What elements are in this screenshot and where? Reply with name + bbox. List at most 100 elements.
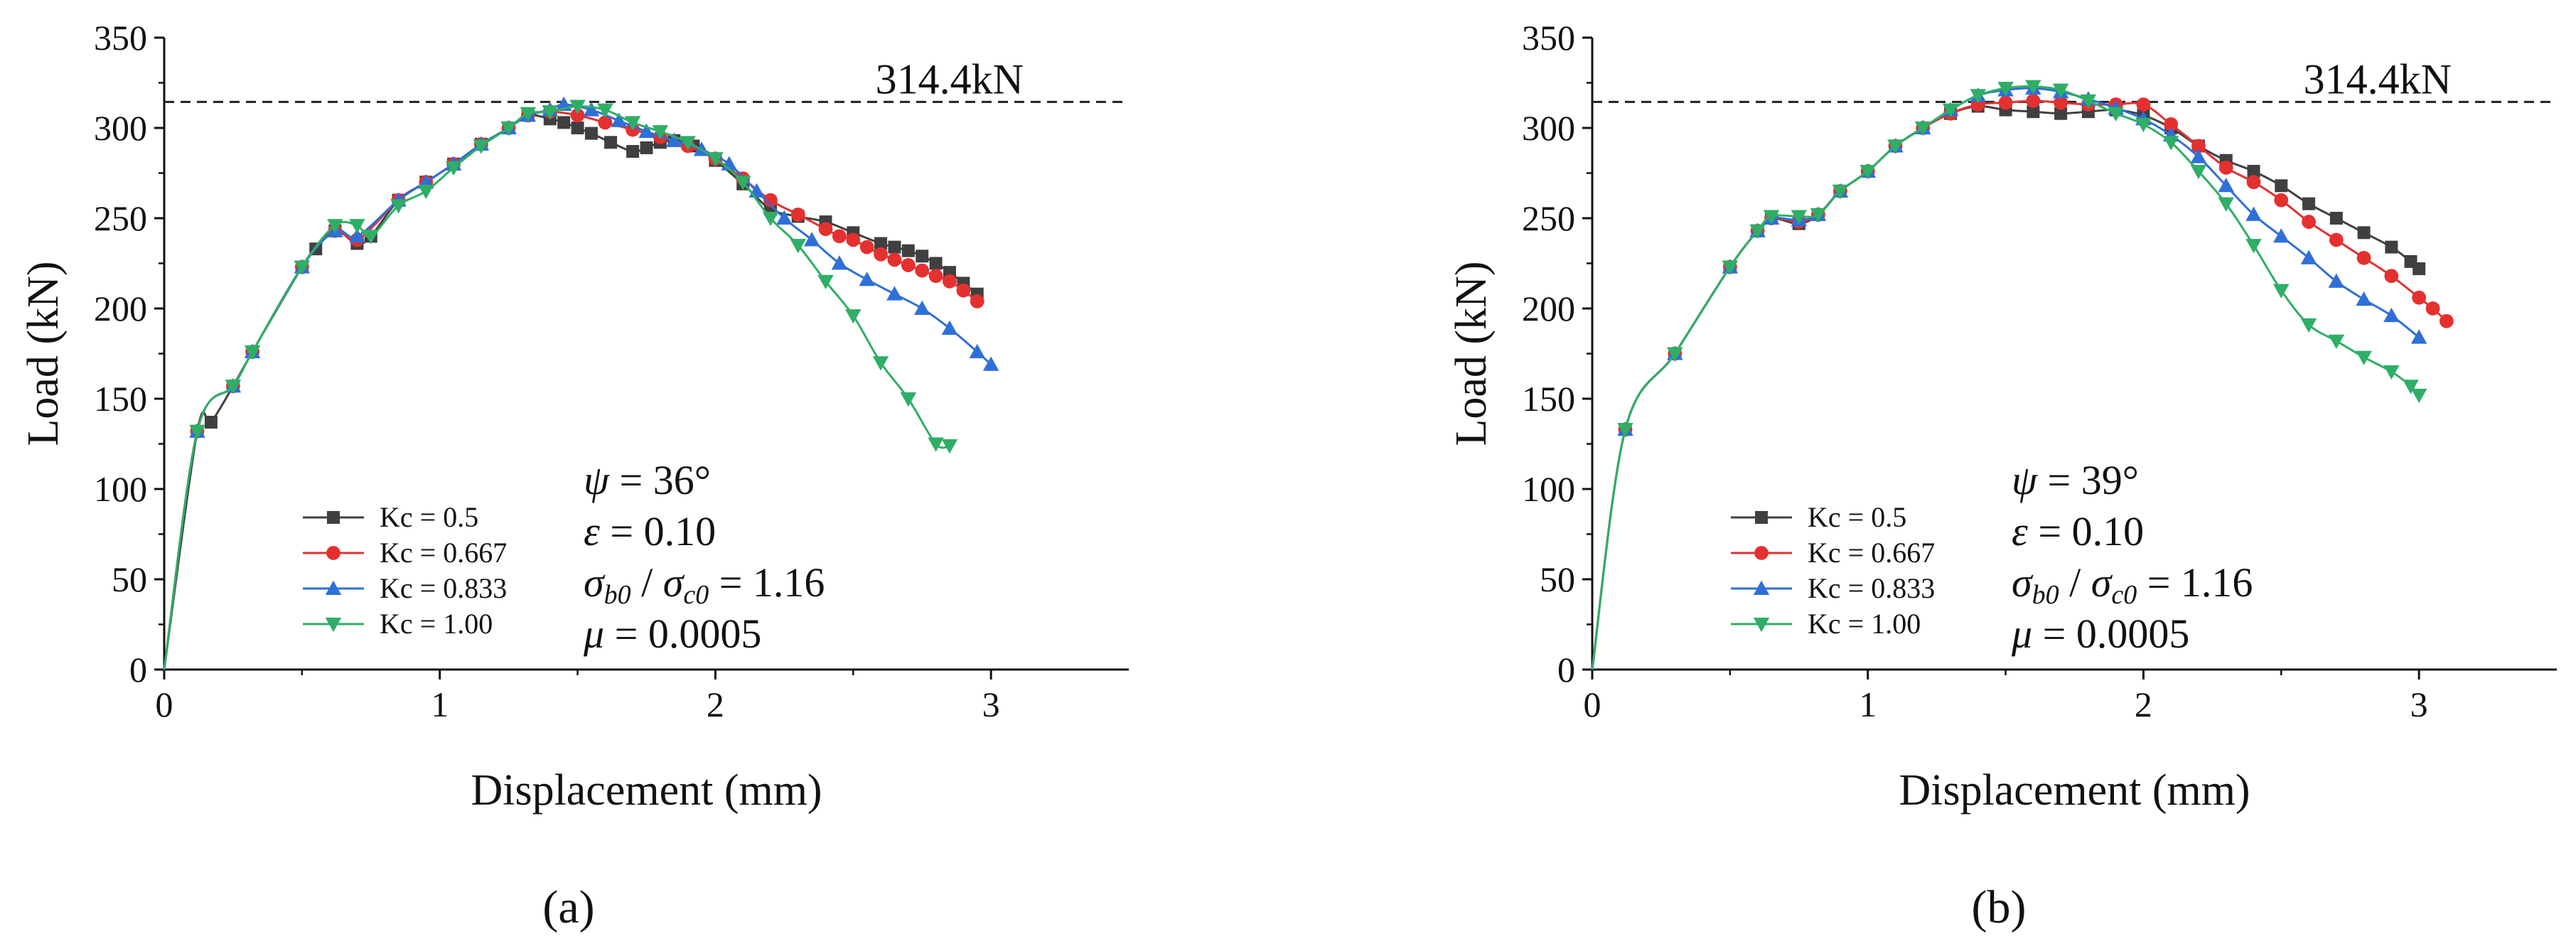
x-tick-label: 0 bbox=[156, 684, 173, 724]
data-point bbox=[831, 255, 848, 270]
data-point bbox=[2274, 193, 2289, 208]
data-point bbox=[982, 356, 999, 371]
data-point bbox=[2383, 365, 2400, 380]
data-point bbox=[225, 380, 242, 394]
data-point bbox=[2412, 290, 2427, 305]
reference-line-label: 314.4kN bbox=[2304, 55, 2452, 102]
data-point bbox=[2108, 107, 2124, 122]
y-axis-label: Load (kN) bbox=[1447, 262, 1496, 446]
y-tick-label: 50 bbox=[1540, 559, 1575, 599]
data-point bbox=[2190, 149, 2207, 163]
data-point bbox=[969, 343, 986, 358]
x-tick-label: 3 bbox=[2410, 684, 2428, 724]
data-point bbox=[2136, 97, 2151, 112]
data-point bbox=[762, 212, 779, 227]
data-point bbox=[900, 392, 917, 407]
data-point bbox=[189, 424, 205, 439]
data-point bbox=[2329, 232, 2344, 247]
data-point bbox=[2027, 105, 2040, 119]
param-epsilon: ε = 0.10 bbox=[584, 508, 716, 554]
data-point bbox=[1722, 260, 1739, 275]
data-point bbox=[2275, 179, 2288, 193]
data-point bbox=[1942, 103, 1959, 118]
data-point bbox=[818, 222, 833, 237]
data-point bbox=[500, 122, 517, 136]
param-mu: μ = 0.0005 bbox=[2011, 611, 2189, 657]
data-point bbox=[1810, 208, 1827, 223]
legend-label: Kc = 0.667 bbox=[1808, 537, 1935, 569]
data-point bbox=[1887, 139, 1904, 154]
data-point bbox=[2054, 95, 2068, 110]
data-point bbox=[624, 116, 641, 131]
data-point bbox=[542, 105, 559, 120]
data-point bbox=[915, 263, 930, 278]
data-point bbox=[520, 107, 537, 122]
data-point bbox=[604, 136, 618, 149]
y-tick-label: 200 bbox=[94, 289, 147, 328]
series-line-1 bbox=[1591, 104, 2420, 670]
data-point bbox=[569, 100, 586, 114]
series-line-3 bbox=[1591, 87, 2420, 670]
data-point bbox=[1970, 89, 1987, 104]
y-tick-label: 0 bbox=[129, 650, 147, 689]
data-point bbox=[2403, 380, 2419, 394]
y-tick-label: 200 bbox=[1522, 289, 1575, 328]
data-point bbox=[901, 258, 916, 272]
param-mu: μ = 0.0005 bbox=[583, 611, 761, 657]
legend-marker bbox=[1753, 580, 1770, 595]
data-point bbox=[2413, 262, 2426, 276]
legend-marker bbox=[1753, 618, 1770, 633]
series-line-3 bbox=[163, 103, 992, 670]
data-point bbox=[776, 210, 793, 225]
data-point bbox=[846, 232, 861, 247]
data-point bbox=[2356, 250, 2371, 265]
y-tick-label: 350 bbox=[94, 18, 147, 58]
x-tick-label: 0 bbox=[1584, 684, 1601, 724]
data-point bbox=[2383, 307, 2400, 323]
y-tick-label: 300 bbox=[94, 108, 147, 148]
data-point bbox=[597, 103, 613, 118]
legend-label: Kc = 0.833 bbox=[380, 572, 507, 604]
data-point bbox=[626, 145, 640, 158]
legend-marker bbox=[1755, 511, 1768, 524]
param-epsilon: ε = 0.10 bbox=[2012, 508, 2144, 554]
data-point bbox=[929, 257, 943, 270]
data-point bbox=[2080, 94, 2097, 109]
y-tick-label: 100 bbox=[94, 469, 147, 509]
data-point bbox=[349, 219, 365, 234]
data-point bbox=[294, 260, 311, 275]
data-point bbox=[2328, 273, 2345, 288]
y-tick-label: 350 bbox=[1522, 18, 1575, 58]
data-point bbox=[2245, 206, 2262, 221]
data-point bbox=[886, 286, 903, 301]
x-tick-label: 1 bbox=[1859, 684, 1877, 724]
data-point bbox=[887, 252, 902, 267]
y-tick-label: 300 bbox=[1522, 108, 1575, 148]
legend-label: Kc = 0.667 bbox=[380, 537, 507, 569]
legend-marker bbox=[325, 618, 342, 633]
y-tick-label: 100 bbox=[1522, 469, 1575, 509]
y-tick-label: 250 bbox=[94, 198, 147, 238]
param-stress-ratio: σb0 / σc0 = 1.16 bbox=[584, 559, 825, 610]
x-tick-label: 3 bbox=[982, 684, 1000, 724]
data-point bbox=[1667, 347, 1683, 362]
data-point bbox=[888, 240, 901, 254]
data-point bbox=[2385, 240, 2398, 254]
data-point bbox=[763, 193, 778, 208]
data-point bbox=[2357, 226, 2371, 240]
data-point bbox=[1617, 423, 1633, 438]
data-point bbox=[2247, 164, 2260, 178]
data-point bbox=[363, 230, 380, 245]
data-point bbox=[2218, 178, 2234, 193]
data-point bbox=[473, 139, 490, 154]
data-point bbox=[652, 125, 669, 140]
data-point bbox=[349, 228, 365, 243]
param-psi: ψ = 36° bbox=[584, 457, 711, 503]
data-point bbox=[418, 184, 434, 200]
y-tick-label: 0 bbox=[1557, 650, 1575, 689]
data-point bbox=[2025, 80, 2041, 95]
series-line-1 bbox=[163, 114, 978, 670]
y-tick-label: 250 bbox=[1522, 198, 1575, 238]
data-point bbox=[2218, 197, 2234, 212]
